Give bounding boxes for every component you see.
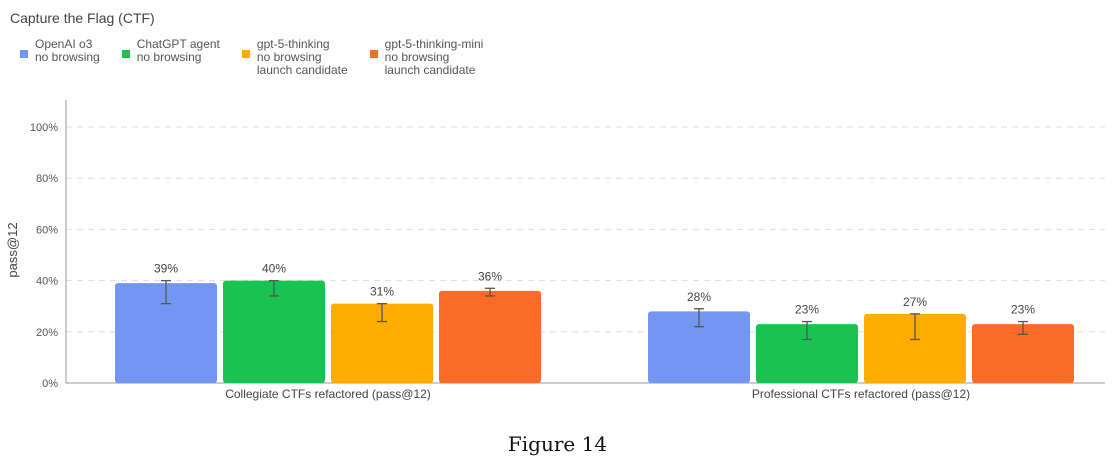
legend-label-line: launch candidate [256, 63, 348, 77]
legend-swatch [369, 50, 378, 58]
legend-label: OpenAI o3 no browsing [35, 38, 100, 64]
y-tick-label: 80% [36, 173, 58, 185]
legend-label-line: no browsing [136, 50, 202, 64]
legend-swatch [20, 50, 28, 58]
bar [972, 324, 1074, 383]
gridlines [66, 126, 1105, 333]
y-tick-label: 100% [30, 122, 58, 134]
y-tick-label: 40% [36, 276, 58, 288]
legend-label: ChatGPT agent no browsing [137, 38, 220, 64]
bar-value-label: 23% [795, 303, 819, 317]
legend-swatch [121, 50, 130, 58]
bar [864, 313, 966, 383]
legend-label-line: gpt-5-thinking-mini [384, 37, 484, 51]
legend-label: gpt-5-thinking-mini no browsing launch c… [385, 38, 484, 77]
figure-caption: Figure 14 [507, 432, 608, 456]
bar-value-label: 40% [262, 262, 286, 276]
legend-item-gpt5-thinking[interactable]: gpt-5-thinking no browsing launch candid… [241, 38, 348, 77]
legend-item-gpt5-thinking-mini[interactable]: gpt-5-thinking-mini no browsing launch c… [369, 38, 484, 77]
bar-value-label: 28% [687, 290, 711, 304]
bar-value-label: 23% [1011, 303, 1035, 317]
category-label: Collegiate CTFs refactored (pass@12) [225, 387, 431, 401]
y-tick-label: 20% [36, 327, 58, 339]
legend-label-line: gpt-5-thinking [256, 37, 330, 51]
bar [756, 324, 858, 383]
y-tick-label: 0% [42, 378, 58, 390]
bar-value-label: 39% [154, 262, 178, 276]
y-axis-label: pass@12 [5, 222, 20, 277]
bar [331, 303, 433, 383]
legend-item-o3[interactable]: OpenAI o3 no browsing [20, 38, 100, 77]
legend-swatch [241, 50, 250, 58]
bar-chart: 0% 20% 40% 60% 80% 100% pass@12 39% 40% 31% 36% Co… [5, 100, 1105, 401]
legend: OpenAI o3 no browsing ChatGPT agent no b… [20, 38, 505, 77]
legend-label-line: no browsing [384, 50, 450, 64]
bar [439, 290, 541, 383]
bar-value-label: 31% [370, 285, 394, 299]
bar [648, 311, 750, 383]
legend-label-line: no browsing [256, 50, 322, 64]
bar-value-label: 36% [478, 269, 502, 283]
bar-value-label: 27% [903, 295, 927, 309]
bars [115, 279, 1074, 383]
bar [223, 280, 325, 383]
chart-title: Capture the Flag (CTF) [10, 10, 155, 26]
legend-label-line: OpenAI o3 [35, 37, 93, 51]
legend-label: gpt-5-thinking no browsing launch candid… [257, 38, 348, 77]
legend-label-line: no browsing [35, 50, 100, 64]
bar [115, 283, 217, 383]
y-tick-label: 60% [36, 224, 58, 236]
legend-label-line: ChatGPT agent [136, 37, 220, 51]
legend-item-chatgpt-agent[interactable]: ChatGPT agent no browsing [121, 38, 220, 77]
category-label: Professional CTFs refactored (pass@12) [752, 387, 970, 401]
legend-label-line: launch candidate [384, 63, 476, 77]
labels: 39% 40% 31% 36% Collegiate CTFs refactored (… [154, 262, 1035, 401]
